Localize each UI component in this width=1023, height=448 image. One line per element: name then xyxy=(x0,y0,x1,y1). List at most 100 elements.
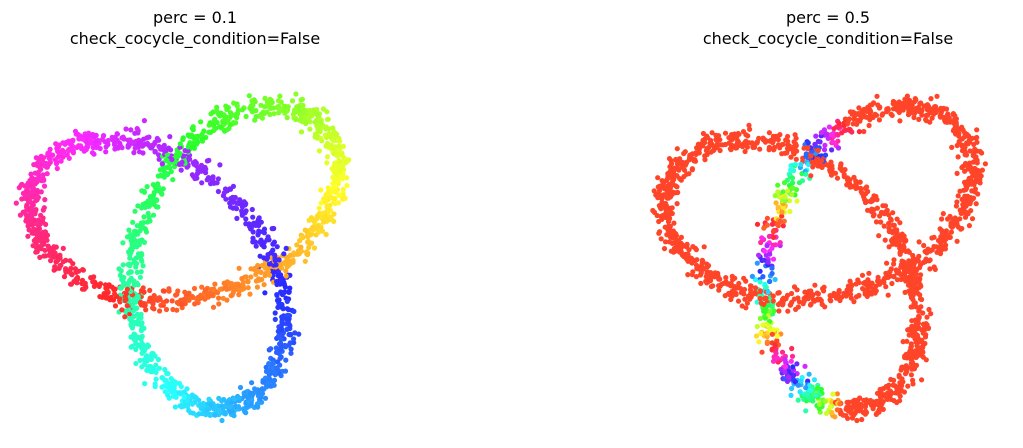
scatter-point xyxy=(324,109,330,115)
scatter-point xyxy=(172,393,178,399)
scatter-point xyxy=(168,169,174,175)
scatter-point xyxy=(969,216,976,222)
scatter-point xyxy=(833,295,839,301)
scatter-point xyxy=(73,269,79,275)
scatter-point xyxy=(53,259,60,265)
scatter-point xyxy=(324,154,331,160)
scatter-point xyxy=(801,145,807,151)
scatter-point xyxy=(813,133,819,139)
scatter-point xyxy=(859,416,865,423)
scatter-point xyxy=(204,407,210,413)
scatter-point xyxy=(784,378,791,384)
scatter-point xyxy=(139,340,145,346)
scatter-point xyxy=(966,223,972,229)
scatter-point xyxy=(97,294,103,300)
scatter-point xyxy=(274,297,281,303)
scatter-point xyxy=(734,145,740,151)
scatter-point xyxy=(853,180,859,186)
scatter-point xyxy=(60,245,66,251)
scatter-point xyxy=(252,117,258,123)
scatter-point xyxy=(283,268,289,274)
scatter-point xyxy=(789,191,795,198)
scatter-point xyxy=(766,233,772,239)
scatter-point xyxy=(55,154,61,160)
scatter-point xyxy=(282,368,289,374)
scatter-point xyxy=(216,301,222,307)
scatter-point xyxy=(141,214,147,220)
scatter-point xyxy=(794,361,800,367)
scatter-point xyxy=(27,214,33,220)
scatter-point xyxy=(943,106,950,112)
scatter-point xyxy=(181,393,187,399)
scatter-point xyxy=(230,199,236,205)
scatter-point xyxy=(769,245,775,251)
scatter-point xyxy=(934,249,940,255)
scatter-point xyxy=(190,410,196,416)
scatter-point xyxy=(324,140,330,146)
scatter-point xyxy=(81,286,87,292)
scatter-point xyxy=(841,171,847,178)
scatter-point xyxy=(144,184,150,190)
scatter-point xyxy=(222,186,229,192)
scatter-plot-right xyxy=(650,93,988,424)
scatter-point xyxy=(166,145,172,151)
scatter-point xyxy=(31,180,37,186)
scatter-point xyxy=(792,161,799,167)
scatter-point xyxy=(340,175,346,182)
scatter-point xyxy=(63,257,69,263)
scatter-point xyxy=(68,141,74,147)
scatter-point xyxy=(283,103,289,109)
scatter-point xyxy=(902,364,908,370)
scatter-point xyxy=(123,126,129,132)
scatter-point xyxy=(157,167,163,173)
scatter-point xyxy=(283,273,289,279)
scatter-point xyxy=(24,182,30,188)
scatter-point xyxy=(227,404,233,410)
scatter-point xyxy=(299,105,306,112)
scatter-point xyxy=(192,394,198,400)
scatter-point xyxy=(834,407,841,413)
scatter-point xyxy=(757,268,763,274)
scatter-point xyxy=(221,396,227,403)
scatter-point xyxy=(52,250,58,256)
scatter-point xyxy=(714,143,720,149)
scatter-point xyxy=(152,383,158,390)
scatter-point xyxy=(782,357,788,363)
scatter-point xyxy=(146,214,152,220)
scatter-point xyxy=(31,226,37,232)
scatter-point xyxy=(658,213,664,219)
scatter-point xyxy=(765,322,771,328)
scatter-point xyxy=(292,330,298,336)
scatter-point xyxy=(930,109,936,115)
scatter-point xyxy=(258,113,264,119)
scatter-point xyxy=(917,296,924,302)
scatter-point xyxy=(949,144,955,150)
scatter-point xyxy=(959,136,965,142)
scatter-point xyxy=(212,116,218,122)
scatter-point xyxy=(907,273,913,280)
scatter-point xyxy=(778,366,784,372)
scatter-point xyxy=(248,107,254,113)
scatter-point xyxy=(770,298,776,304)
scatter-point xyxy=(131,241,137,247)
scatter-point xyxy=(177,403,183,409)
scatter-point xyxy=(700,130,706,137)
scatter-point xyxy=(775,189,781,195)
scatter-point xyxy=(704,264,711,270)
scatter-point xyxy=(808,301,814,307)
scatter-point xyxy=(825,162,831,168)
scatter-point xyxy=(797,389,803,395)
scatter-point xyxy=(880,111,886,117)
scatter-point xyxy=(754,221,761,227)
scatter-point xyxy=(658,236,664,242)
scatter-point xyxy=(795,382,801,388)
scatter-point xyxy=(331,130,337,136)
scatter-point xyxy=(918,272,924,278)
scatter-point xyxy=(901,234,907,240)
scatter-point xyxy=(706,144,712,151)
scatter-point xyxy=(815,291,821,297)
scatter-point xyxy=(206,122,212,128)
scatter-point xyxy=(827,169,833,175)
scatter-point xyxy=(786,143,792,149)
scatter-point xyxy=(185,144,191,150)
